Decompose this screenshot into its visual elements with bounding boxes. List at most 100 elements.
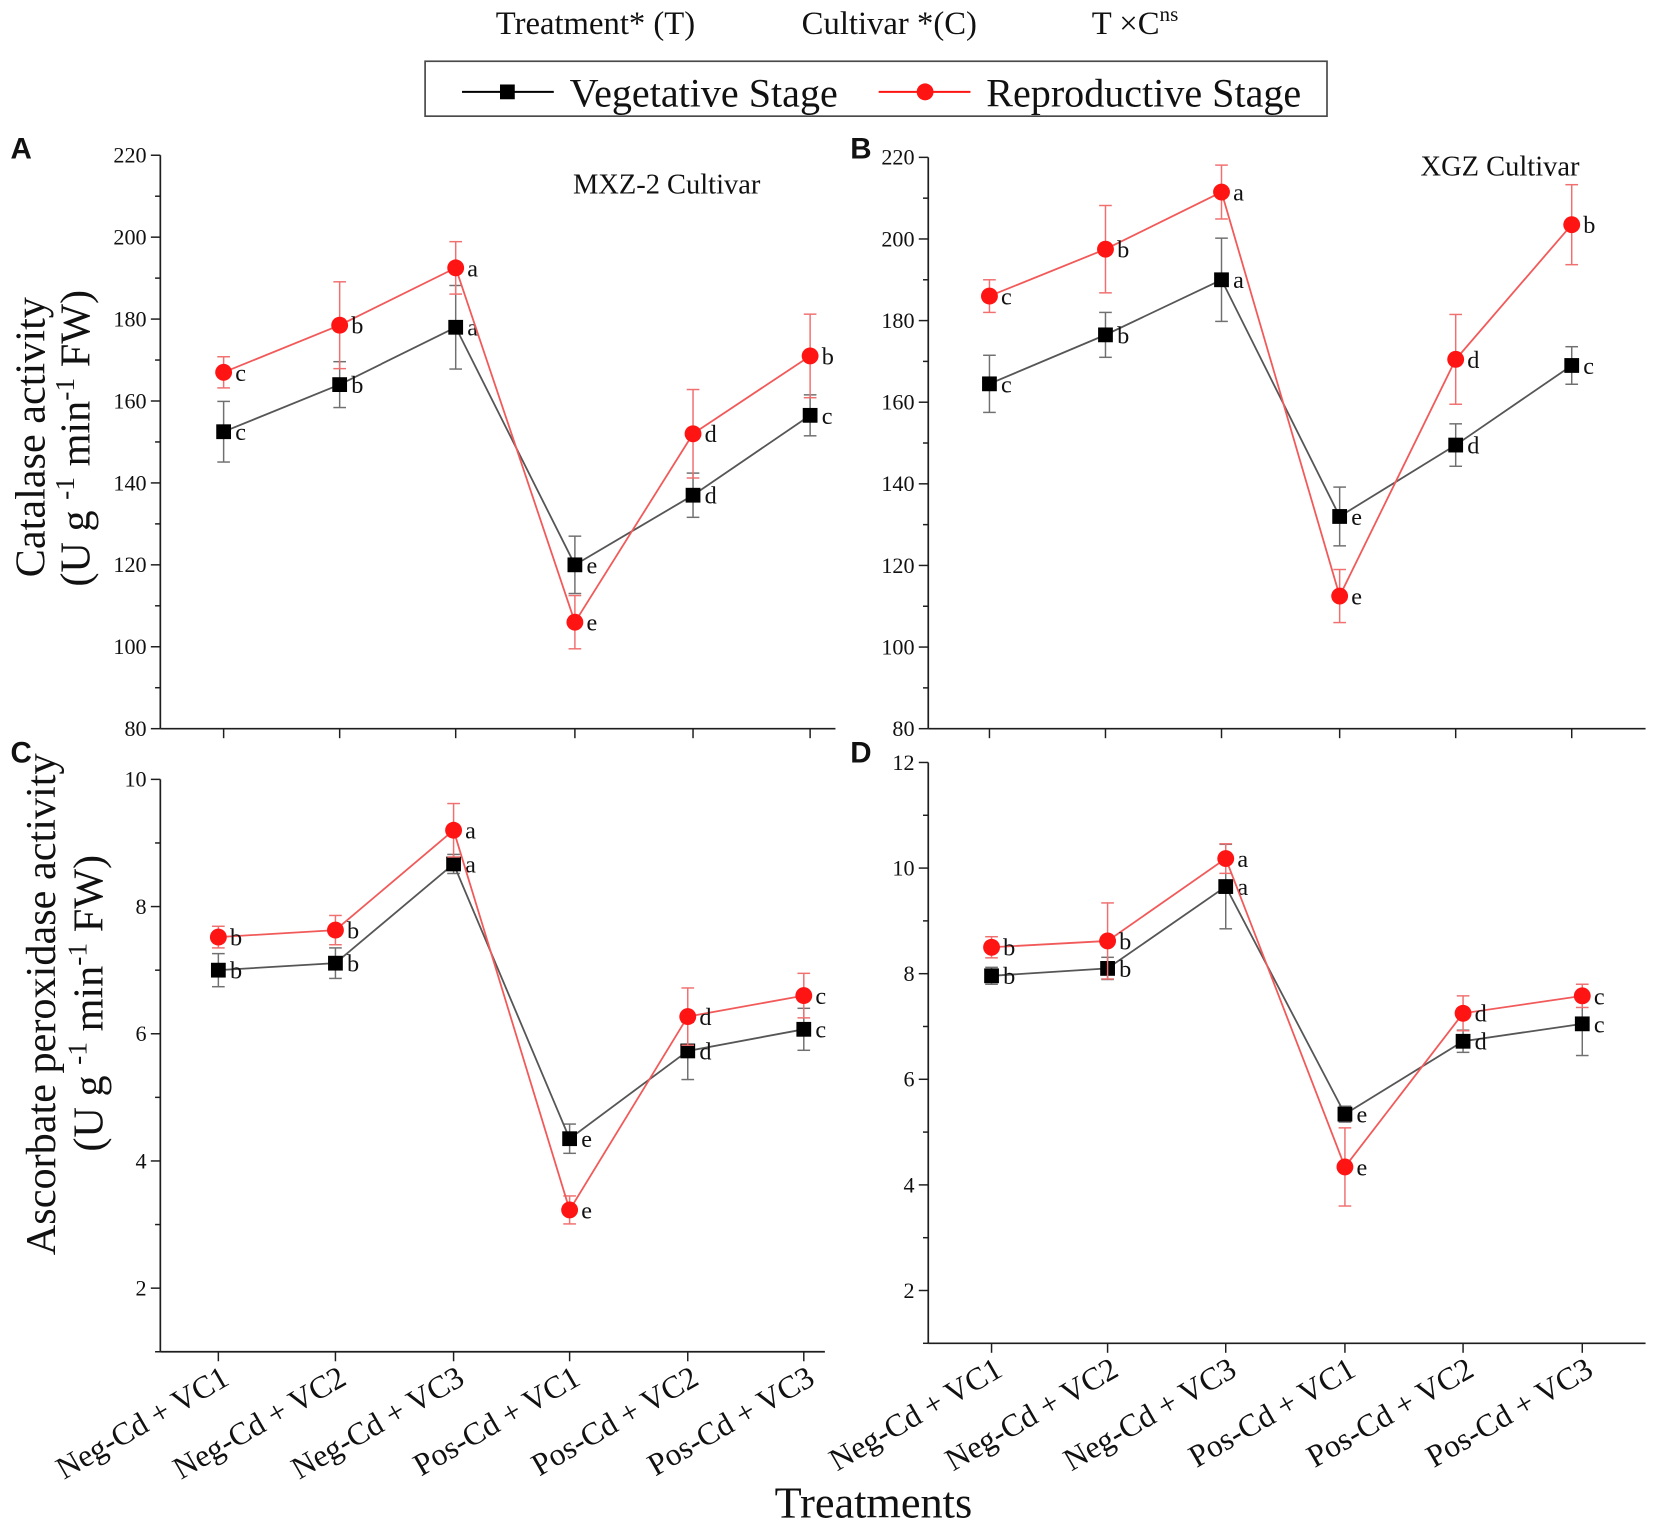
data-point-circle bbox=[795, 987, 813, 1005]
y-tick-label: 140 bbox=[881, 471, 914, 496]
data-point-square bbox=[1564, 358, 1580, 373]
vegetative-line bbox=[991, 885, 1583, 1116]
data-point-circle bbox=[983, 938, 1000, 956]
significance-letter: d bbox=[1467, 347, 1479, 374]
data-point-circle bbox=[1573, 987, 1591, 1005]
legend-circle-marker-icon bbox=[916, 83, 934, 101]
significance-letter: c bbox=[1001, 371, 1012, 398]
significance-letter: e bbox=[581, 1197, 592, 1224]
significance-letter: a bbox=[1233, 267, 1244, 294]
y-tick-label: 6 bbox=[903, 1067, 914, 1092]
y-tick-label: 140 bbox=[113, 470, 146, 495]
significance-letter: a bbox=[467, 255, 478, 282]
y-tick-label: 100 bbox=[881, 634, 914, 659]
significance-letter: b bbox=[347, 918, 359, 945]
data-point-circle bbox=[801, 347, 819, 365]
data-point-square bbox=[1098, 327, 1113, 343]
significance-letter: b bbox=[230, 925, 242, 952]
data-point-circle bbox=[447, 259, 465, 277]
significance-letter: b bbox=[1003, 935, 1015, 962]
significance-letter: b bbox=[1119, 928, 1131, 955]
panel-a: A MXZ-2 Cultivar 80 100 120 140 160 180 200 220 Ca… bbox=[7, 132, 836, 741]
y-tick-label: 2 bbox=[903, 1278, 914, 1303]
legend-label-vegetative: Vegetative Stage bbox=[570, 71, 838, 116]
significance-letter: d bbox=[699, 1004, 711, 1031]
vegetative-series: c b a e d c bbox=[982, 237, 1594, 547]
y-tick-label: 2 bbox=[136, 1276, 147, 1301]
significance-letter: e bbox=[1357, 1154, 1368, 1181]
reproductive-line bbox=[989, 190, 1573, 599]
panel-label: D bbox=[850, 736, 871, 769]
data-point-square bbox=[562, 1131, 578, 1147]
data-point-square bbox=[1574, 1016, 1590, 1032]
vegetative-line bbox=[218, 862, 804, 1141]
data-point-square bbox=[567, 557, 583, 573]
y-tick-label: 6 bbox=[136, 1021, 147, 1046]
unit-text: min bbox=[53, 401, 100, 477]
y-tick-label: 8 bbox=[136, 894, 147, 919]
data-point-circle bbox=[209, 928, 227, 946]
y-tick-label: 180 bbox=[113, 306, 146, 331]
y-tick-label: 10 bbox=[124, 767, 146, 792]
significance-letter: e bbox=[1351, 583, 1362, 610]
unit-text: min bbox=[65, 966, 112, 1042]
panel-title: XGZ Cultivar bbox=[1421, 151, 1580, 182]
x-axis-title: Treatments bbox=[775, 1479, 973, 1526]
data-point-circle bbox=[561, 1201, 579, 1219]
data-point-square bbox=[446, 856, 461, 872]
data-point-square bbox=[685, 487, 701, 503]
significance-letter: b bbox=[1117, 322, 1129, 349]
significance-letter: d bbox=[1475, 1001, 1487, 1028]
data-point-square bbox=[982, 376, 997, 392]
unit-text: (U g bbox=[65, 1065, 112, 1152]
y-tick-label: 4 bbox=[136, 1148, 147, 1173]
legend-label-reproductive: Reproductive Stage bbox=[986, 71, 1301, 116]
significance-letter: e bbox=[586, 552, 597, 579]
data-point-square bbox=[332, 377, 348, 393]
legend-box bbox=[424, 60, 1328, 118]
y-tick-label: 220 bbox=[881, 145, 914, 170]
panel-label: C bbox=[11, 736, 32, 769]
vegetative-line bbox=[989, 278, 1573, 518]
unit-superscript: -1 bbox=[63, 1042, 93, 1065]
legend-square-marker-icon bbox=[499, 84, 515, 100]
reproductive-series: c b a e d b bbox=[981, 164, 1595, 624]
data-point-square bbox=[1214, 272, 1229, 288]
y-tick-label: 200 bbox=[113, 225, 146, 250]
significance-letter: b bbox=[347, 951, 359, 978]
y-axis-title: Catalase activity bbox=[7, 297, 54, 577]
unit-text: FW) bbox=[65, 855, 112, 943]
significance-letter: c bbox=[1583, 353, 1594, 380]
unit-superscript: -1 bbox=[63, 943, 93, 966]
data-point-circle bbox=[331, 316, 349, 334]
unit-text: FW) bbox=[53, 290, 100, 378]
unit-superscript: -1 bbox=[50, 477, 80, 500]
data-point-square bbox=[796, 1021, 812, 1037]
panel-label: B bbox=[850, 132, 871, 165]
interaction-label-superscript: ns bbox=[1160, 2, 1179, 26]
significance-letter: b bbox=[1119, 956, 1131, 983]
significance-letter: a bbox=[467, 315, 478, 342]
y-tick-label: 4 bbox=[903, 1172, 914, 1197]
data-point-circle bbox=[1099, 932, 1117, 950]
y-axis-unit: (U g -1 min-1 FW) bbox=[50, 290, 100, 587]
data-point-square bbox=[1332, 509, 1348, 524]
data-point-circle bbox=[1331, 587, 1349, 605]
cultivar-effect-label: Cultivar *(C) bbox=[802, 6, 977, 42]
significance-letter: e bbox=[1351, 504, 1362, 531]
data-point-square bbox=[328, 955, 343, 971]
y-axis-title: Ascorbate peroxidase activity bbox=[18, 753, 65, 1255]
data-point-circle bbox=[1454, 1004, 1472, 1022]
panel-label: A bbox=[11, 132, 32, 165]
y-tick-label: 80 bbox=[892, 716, 914, 741]
significance-letter: a bbox=[465, 818, 476, 845]
data-point-circle bbox=[327, 921, 344, 939]
significance-letter: c bbox=[1001, 284, 1012, 311]
data-point-circle bbox=[445, 821, 463, 839]
legend: Vegetative Stage Reproductive Stage bbox=[424, 60, 1328, 118]
significance-letter: c bbox=[235, 360, 246, 387]
data-point-circle bbox=[684, 425, 702, 443]
y-tick-label: 220 bbox=[113, 143, 146, 168]
